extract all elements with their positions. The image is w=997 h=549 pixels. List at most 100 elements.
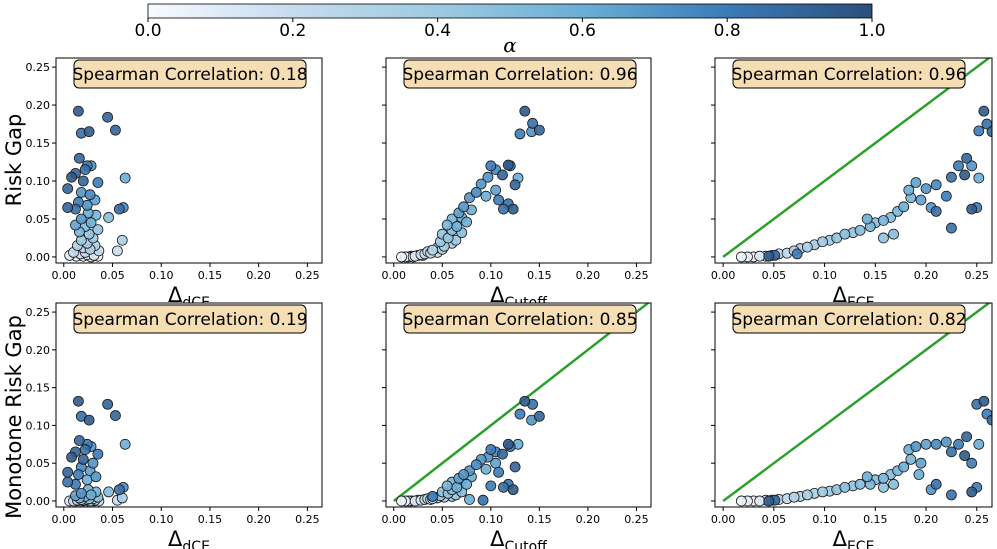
scatter-point	[113, 484, 125, 496]
scatter-point	[959, 450, 971, 462]
scatter-point	[73, 152, 85, 164]
row-label-monotone-risk-gap: Monotone Risk Gap	[2, 315, 26, 519]
x-axis-label-symbol: Δ	[490, 527, 505, 549]
identity-line	[722, 303, 992, 502]
scatter-point	[83, 126, 95, 138]
scatter-point	[946, 222, 957, 234]
scatter-point	[973, 172, 985, 184]
scatter-point	[940, 436, 952, 448]
spearman-label: Spearman Correlation: 0.96	[731, 65, 966, 85]
scatter-point	[66, 171, 77, 183]
scatter-point	[509, 461, 521, 473]
scatter-point	[898, 461, 910, 473]
x-tick-label: 0.00	[382, 513, 407, 526]
scatter-point	[485, 480, 497, 492]
axes-frame	[55, 302, 323, 508]
x-tick-label: 0.05	[762, 513, 787, 526]
x-tick-label: 0.25	[624, 269, 649, 282]
scatter-point	[90, 471, 102, 483]
y-tick-label: 0.00	[26, 495, 51, 508]
spearman-label: Spearman Correlation: 0.19	[72, 310, 307, 330]
axes-frame	[714, 302, 993, 508]
scatter-point	[62, 183, 74, 194]
x-tick-label: 0.00	[711, 513, 736, 526]
scatter-point	[910, 177, 922, 188]
scatter-point	[441, 480, 453, 492]
scatter-point	[930, 438, 942, 450]
scatter-point	[75, 487, 87, 499]
panel-dce-risk-gap: 0.00 0.05 0.10 0.15 0.20 0.25 0.00 0.05 0.10 0.15…	[26, 57, 323, 311]
x-tick-label: 0.20	[914, 269, 939, 282]
axes-frame	[55, 57, 323, 264]
scatter-point	[791, 248, 803, 260]
y-tick-label: 0.25	[26, 61, 51, 74]
scatter-point	[514, 128, 526, 140]
x-tick-label: 0.05	[100, 269, 125, 282]
scatter-point	[111, 245, 123, 257]
scatter-point	[62, 466, 74, 478]
scatter-point	[475, 178, 487, 190]
scatter-point	[507, 484, 519, 496]
scatter-point	[470, 186, 482, 198]
scatter-point	[77, 453, 89, 465]
scatter-point	[451, 481, 463, 493]
colorbar-tick-label: 0.0	[134, 21, 161, 41]
scatter-point	[485, 160, 497, 172]
scatter-point	[458, 201, 470, 213]
scatter-point	[754, 495, 766, 507]
spearman-box	[73, 304, 307, 334]
scatter-point	[915, 194, 927, 206]
x-tick-label: 0.10	[812, 513, 837, 526]
scatter-point	[930, 478, 942, 490]
x-tick-label: 0.10	[479, 269, 504, 282]
spearman-box	[732, 59, 966, 89]
scatter-point	[507, 203, 519, 215]
scatter-point	[940, 190, 952, 202]
scatter-point	[986, 414, 992, 426]
scatter-point	[839, 481, 851, 493]
scatter-point	[854, 478, 866, 490]
scatter-point	[888, 478, 899, 490]
x-tick-label: 0.25	[295, 513, 320, 526]
scatter-point	[754, 250, 766, 262]
scatter-point	[497, 448, 508, 460]
colorbar: 0.0 0.2 0.4 0.6 0.8 1.0 α	[134, 3, 886, 57]
x-tick-label: 0.25	[965, 269, 990, 282]
scatter-point	[953, 160, 964, 172]
y-tick-label: 0.05	[26, 213, 51, 226]
panel-cutoff-risk-gap: 0.000.050.100.150.200.25ΔCutoffSpearman …	[382, 57, 652, 311]
scatter-point	[966, 160, 978, 172]
scatter-point	[946, 446, 957, 458]
scatter-point	[903, 184, 915, 196]
scatter-point	[930, 179, 942, 191]
axes-frame	[385, 302, 652, 508]
x-axis-label-symbol: Δ	[490, 283, 505, 307]
scatter-point	[888, 228, 899, 240]
scatter-point	[451, 221, 463, 232]
x-axis-label-subscript: ECE	[847, 539, 874, 549]
x-tick-label: 0.25	[624, 513, 649, 526]
scatter-point	[817, 486, 828, 498]
y-tick-label: 0.15	[26, 382, 51, 395]
scatter-point	[861, 213, 873, 225]
scatter-point	[839, 228, 851, 240]
scatter-point	[458, 469, 470, 480]
scatter-point	[102, 398, 114, 410]
scatter-point	[966, 457, 978, 469]
panel-dce-monotone-risk-gap: 0.00 0.05 0.10 0.15 0.20 0.25 0.00 0.05 0.10 0.15…	[26, 302, 323, 549]
x-axis-label: ΔECE	[833, 527, 875, 549]
scatter-point	[913, 469, 925, 480]
colorbar-tick-label: 1.0	[858, 21, 885, 41]
x-tick-label: 0.15	[527, 269, 552, 282]
scatter-point	[119, 438, 131, 450]
x-tick-label: 0.00	[52, 513, 77, 526]
scatter-point	[502, 159, 514, 171]
scatter-point	[103, 486, 115, 498]
scatter-point	[85, 217, 97, 229]
scatter-point	[735, 251, 747, 263]
scatter-point	[533, 410, 545, 422]
x-tick-label: 0.10	[149, 269, 174, 282]
scatter-point	[801, 241, 813, 253]
scatter-point	[788, 491, 800, 503]
scatter-point	[961, 431, 973, 443]
